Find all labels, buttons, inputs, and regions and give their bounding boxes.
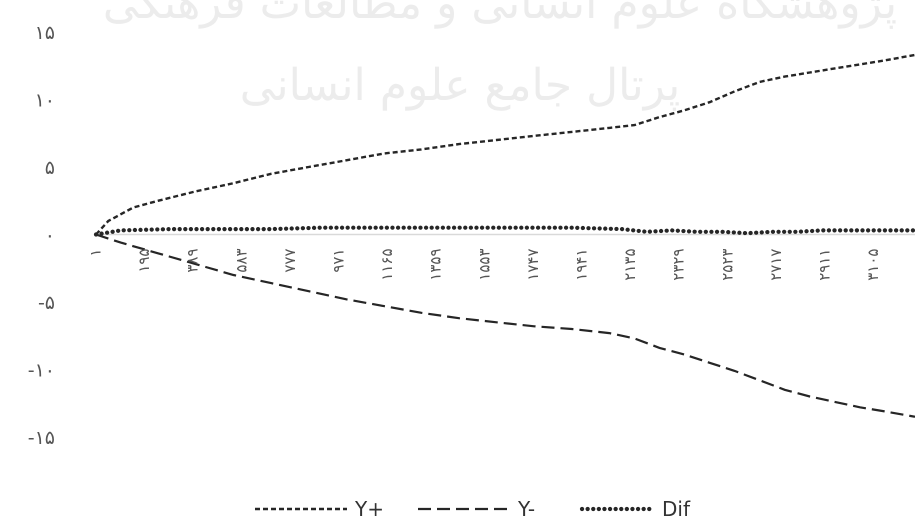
x-tick-label: ۱ bbox=[87, 249, 105, 257]
x-tick-label: ۱۱۶۵ bbox=[378, 248, 396, 280]
watermark-line-1: پژوهشگاه علوم انسانی و مطالعات فرهنگی bbox=[103, 0, 897, 29]
y-tick-label: ۵ bbox=[45, 157, 55, 179]
x-tick-label: ۲۹۱۱ bbox=[816, 249, 834, 281]
x-axis-ticks: ۱ ۱۹۵ ۳۸۹ ۵۸۳ ۷۷۷ ۹۷۱ ۱۱۶۵ ۱۳۵۹ ۱۵۵۳ ۱۷۴۷ ۱۹۴۱ ۲۱۳۵… bbox=[87, 248, 883, 280]
x-tick-label: ۱۹۵ bbox=[135, 248, 153, 272]
series-lines bbox=[93, 53, 915, 418]
x-tick-label: ۲۱۳۵ bbox=[621, 248, 639, 280]
y-tick-label: ۱۵ bbox=[35, 22, 55, 44]
x-tick-label: ۳۱۰۵ bbox=[864, 249, 882, 281]
x-tick-label: ۵۸۳ bbox=[232, 248, 250, 272]
x-tick-label: ۱۳۵۹ bbox=[427, 248, 445, 280]
legend: Y+ Y- Dif bbox=[255, 497, 691, 519]
y-tick-label: -۱۵ bbox=[28, 427, 55, 449]
x-tick-label: ۳۸۹ bbox=[184, 248, 202, 272]
x-tick-label: ۲۷۱۷ bbox=[767, 249, 785, 281]
x-tick-label: ۱۹۴۱ bbox=[573, 248, 591, 280]
y-tick-label: -۵ bbox=[38, 292, 55, 314]
y-tick-label: ۰ bbox=[45, 225, 55, 247]
x-tick-label: ۲۵۲۳ bbox=[718, 249, 736, 281]
series-line-dif bbox=[93, 225, 915, 237]
series-line-y bbox=[95, 233, 915, 418]
legend-label: Dif bbox=[662, 497, 691, 519]
legend-label: Y+ bbox=[354, 497, 384, 519]
y-tick-label: ۱۰ bbox=[35, 90, 55, 112]
y-axis-ticks: ۱۵ ۱۰ ۵ ۰ -۵ -۱۰ -۱۵ bbox=[28, 22, 55, 449]
y-tick-label: -۱۰ bbox=[28, 360, 55, 382]
x-tick-label: ۲۳۲۹ bbox=[670, 248, 688, 280]
legend-label: Y- bbox=[517, 497, 535, 519]
watermark-line-2: پرتال جامع علوم انسانی bbox=[240, 60, 681, 111]
watermark: پژوهشگاه علوم انسانی و مطالعات فرهنگی پر… bbox=[103, 0, 897, 111]
x-tick-label: ۱۷۴۷ bbox=[524, 248, 542, 280]
x-tick-label: ۷۷۷ bbox=[281, 248, 299, 272]
x-tick-label: ۱۵۵۳ bbox=[475, 248, 493, 280]
series-line-y-plus bbox=[95, 53, 915, 236]
x-tick-label: ۹۷۱ bbox=[330, 248, 348, 272]
